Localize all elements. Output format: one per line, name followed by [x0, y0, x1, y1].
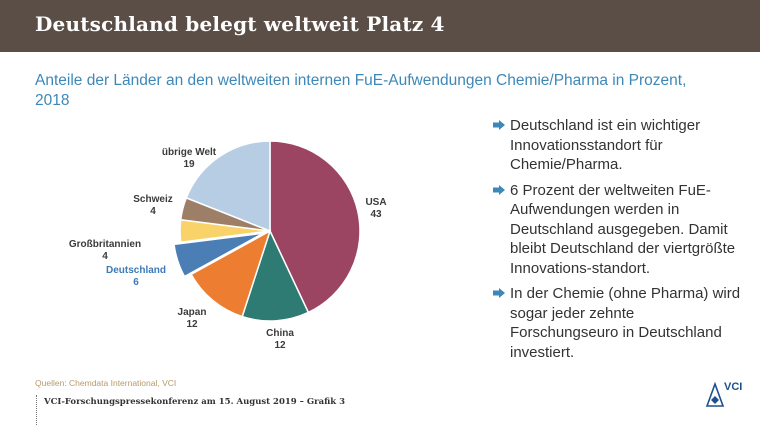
slice-value-label: 4: [102, 251, 108, 262]
arrow-bullet-icon: [493, 120, 505, 130]
slice-value-label: 12: [274, 340, 286, 351]
slice-value-label: 19: [183, 159, 195, 170]
bullet-item: Deutschland ist ein wichtiger Innovation…: [493, 116, 743, 175]
bullet-item: In der Chemie (ohne Pharma) wird sogar j…: [493, 284, 743, 362]
slice-value-label: 6: [133, 277, 139, 288]
pie-slice-japan: [190, 229, 272, 318]
slice-label: Deutschland: [106, 265, 166, 276]
slice-label: China: [266, 328, 294, 339]
pie-slice-china: [241, 228, 310, 322]
vci-logo-icon: [705, 382, 725, 407]
slice-label: Schweiz: [133, 194, 172, 205]
slice-label: Japan: [178, 307, 207, 318]
slice-label: USA: [365, 197, 386, 208]
chart-subtitle: Anteile der Länder an den weltweiten int…: [35, 72, 687, 109]
slice-value-label: 12: [186, 319, 198, 330]
pie-slice-deutschland: [173, 232, 264, 278]
pie-slice-übrige-welt: [185, 140, 271, 233]
bullet-list: Deutschland ist ein wichtiger Innovation…: [493, 116, 743, 368]
slice-label: übrige Welt: [162, 147, 217, 158]
arrow-bullet-icon: [493, 288, 505, 298]
slice-value-label: 43: [370, 209, 382, 220]
page-title: Deutschland belegt weltweit Platz 4: [35, 12, 445, 36]
pie-slice-usa: [269, 140, 361, 314]
slice-label: Großbritannien: [69, 239, 141, 250]
arrow-bullet-icon: [493, 184, 505, 195]
bullet-text: 6 Prozent der weltweiten FuE-Aufwendunge…: [510, 181, 736, 277]
bullet-item: 6 Prozent der weltweiten FuE-Aufwendunge…: [493, 181, 743, 279]
bullet-text: Deutschland ist ein wichtiger Innovation…: [510, 117, 701, 173]
source-note: Quellen: Chemdata International, VCI: [35, 378, 177, 388]
slice-value-label: 4: [150, 206, 156, 217]
footer-divider: [36, 395, 37, 425]
footer-text: VCI-Forschungspressekonferenz am 15. Aug…: [44, 397, 346, 407]
bullet-text: In der Chemie (ohne Pharma) wird sogar j…: [510, 285, 741, 361]
logo-text: VCI: [724, 381, 743, 393]
header-bar: [0, 0, 760, 52]
